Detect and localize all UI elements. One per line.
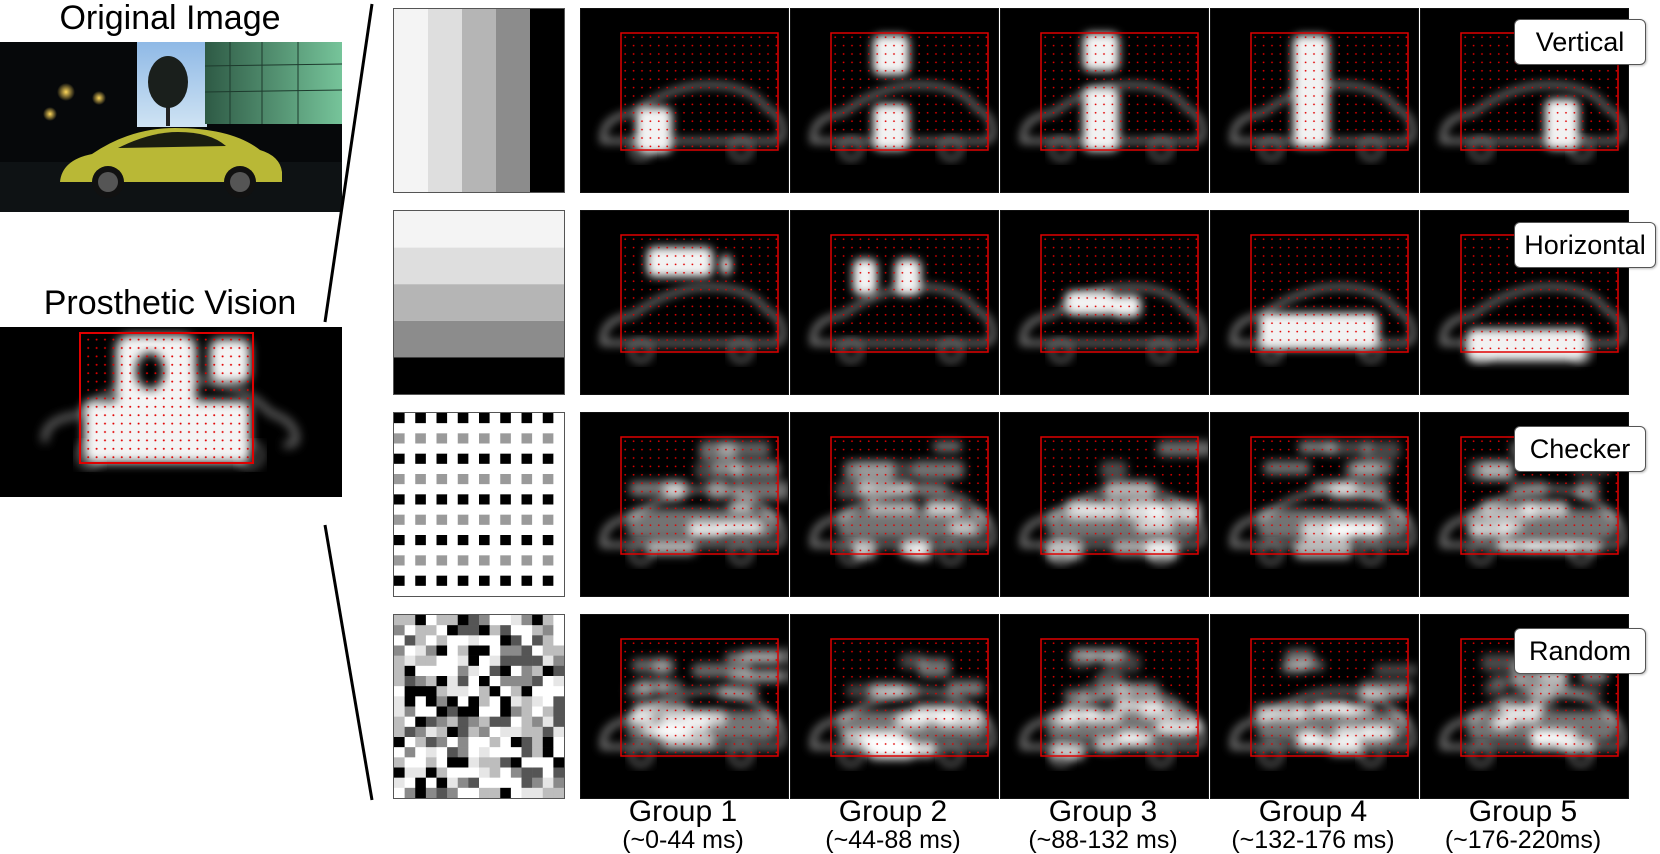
simulation-panel-vertical-group-4 bbox=[1210, 8, 1419, 193]
simulation-panel-checker-group-3 bbox=[1000, 412, 1209, 597]
group-range: (~88-132 ms) bbox=[1000, 827, 1206, 853]
simulation-panel-horizontal-group-4 bbox=[1210, 210, 1419, 395]
simulation-panel-horizontal-group-1 bbox=[580, 210, 789, 395]
prosthetic-vision-title: Prosthetic Vision bbox=[10, 283, 330, 323]
group-label-1: Group 1 (~0-44 ms) bbox=[580, 797, 786, 853]
simulation-panel-checker-group-2 bbox=[790, 412, 999, 597]
simulation-panel-random-group-3 bbox=[1000, 614, 1209, 799]
simulation-panel-random-group-2 bbox=[790, 614, 999, 799]
group-name: Group 2 bbox=[790, 797, 996, 827]
connector-lines bbox=[320, 0, 390, 853]
group-range: (~44-88 ms) bbox=[790, 827, 996, 853]
group-name: Group 5 bbox=[1420, 797, 1626, 827]
simulation-panel-vertical-group-3 bbox=[1000, 8, 1209, 193]
group-name: Group 4 bbox=[1210, 797, 1416, 827]
simulation-panel-vertical-group-2 bbox=[790, 8, 999, 193]
group-name: Group 1 bbox=[580, 797, 786, 827]
simulation-panel-horizontal-group-2 bbox=[790, 210, 999, 395]
group-range: (~176-220ms) bbox=[1420, 827, 1626, 853]
original-image bbox=[0, 42, 342, 212]
row-label-random: Random bbox=[1514, 628, 1646, 674]
vertical-pattern-thumbnail bbox=[393, 8, 565, 193]
prosthetic-vision-image bbox=[0, 327, 342, 497]
simulation-panel-horizontal-group-3 bbox=[1000, 210, 1209, 395]
random-pattern-thumbnail bbox=[393, 614, 565, 799]
horizontal-pattern-thumbnail bbox=[393, 210, 565, 395]
simulation-panel-checker-group-4 bbox=[1210, 412, 1419, 597]
group-range: (~132-176 ms) bbox=[1210, 827, 1416, 853]
group-range: (~0-44 ms) bbox=[580, 827, 786, 853]
simulation-panel-checker-group-1 bbox=[580, 412, 789, 597]
group-label-3: Group 3 (~88-132 ms) bbox=[1000, 797, 1206, 853]
group-label-2: Group 2 (~44-88 ms) bbox=[790, 797, 996, 853]
row-label-vertical: Vertical bbox=[1514, 19, 1646, 65]
group-label-5: Group 5 (~176-220ms) bbox=[1420, 797, 1626, 853]
simulation-panel-random-group-1 bbox=[580, 614, 789, 799]
group-label-4: Group 4 (~132-176 ms) bbox=[1210, 797, 1416, 853]
simulation-panel-vertical-group-1 bbox=[580, 8, 789, 193]
checker-pattern-thumbnail bbox=[393, 412, 565, 597]
row-label-horizontal: Horizontal bbox=[1514, 222, 1656, 268]
simulation-panel-random-group-4 bbox=[1210, 614, 1419, 799]
group-name: Group 3 bbox=[1000, 797, 1206, 827]
original-image-title: Original Image bbox=[20, 0, 320, 38]
row-label-checker: Checker bbox=[1514, 426, 1646, 472]
